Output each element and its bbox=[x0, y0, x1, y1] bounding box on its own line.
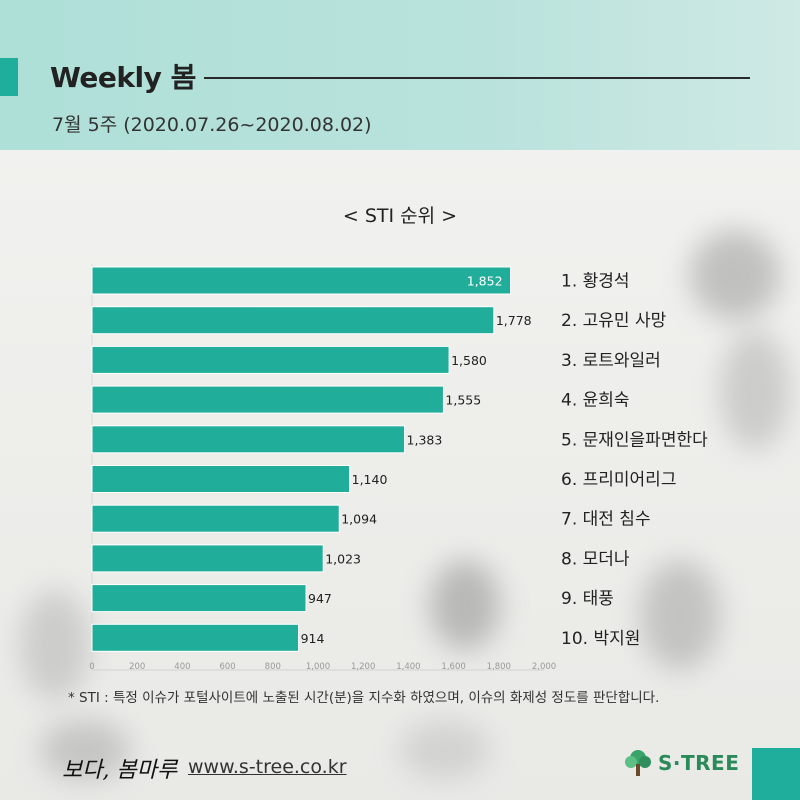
x-tick-label: 1,200 bbox=[351, 662, 375, 672]
x-tick-label: 2,000 bbox=[532, 662, 556, 672]
sti-bar-chart: 1,852 1. 황경석 1,778 2. 고유민 사망 1,580 3. 로트와일러 1,… bbox=[89, 264, 708, 672]
bar bbox=[91, 465, 351, 493]
category-label: 8. 모더나 bbox=[561, 549, 630, 569]
bar bbox=[91, 544, 324, 573]
category-label: 10. 박지원 bbox=[561, 629, 640, 649]
bar bbox=[91, 623, 300, 652]
category-label: 3. 로트와일러 bbox=[561, 351, 661, 371]
x-tick-label: 1,600 bbox=[441, 662, 465, 672]
accent-bar bbox=[0, 58, 18, 96]
bar bbox=[91, 306, 495, 335]
bar-value-label: 1,555 bbox=[445, 393, 481, 408]
logo-text: S·TREE bbox=[658, 751, 740, 775]
date-range: 7월 5주 (2020.07.26~2020.08.02) bbox=[52, 114, 372, 136]
footnote: * STI : 특정 이슈가 포털사이트에 노출된 시간(분)을 지수화 하였으… bbox=[68, 690, 660, 706]
bar-value-label: 1,778 bbox=[496, 313, 532, 328]
stree-logo: S·TREE bbox=[624, 748, 739, 778]
bar bbox=[91, 266, 512, 295]
category-label: 5. 문재인을파면한다 bbox=[561, 430, 708, 450]
chart-title: < STI 순위 > bbox=[342, 205, 458, 227]
x-tick-label: 0 bbox=[89, 662, 94, 672]
category-label: 9. 태풍 bbox=[561, 589, 614, 609]
header-band bbox=[0, 0, 800, 150]
bar-value-label: 1,852 bbox=[467, 274, 503, 289]
x-tick-label: 1,800 bbox=[487, 662, 511, 672]
website-link[interactable]: www.s-tree.co.kr bbox=[188, 756, 347, 778]
page-title: Weekly 봄 bbox=[50, 61, 196, 94]
x-tick-label: 1,400 bbox=[396, 662, 420, 672]
category-label: 1. 황경석 bbox=[561, 272, 630, 292]
x-tick-label: 400 bbox=[174, 662, 190, 672]
bar-value-label: 1,094 bbox=[341, 512, 377, 527]
bar bbox=[91, 345, 450, 374]
tree-icon bbox=[625, 750, 651, 776]
x-tick-label: 200 bbox=[129, 662, 145, 672]
category-label: 6. 프리미어리그 bbox=[561, 470, 676, 490]
x-tick-label: 1,000 bbox=[306, 662, 330, 672]
x-tick-label: 800 bbox=[265, 662, 281, 672]
bar-value-label: 1,580 bbox=[451, 353, 487, 368]
bar-value-label: 1,140 bbox=[352, 472, 388, 487]
bar bbox=[91, 425, 406, 454]
category-label: 4. 윤희숙 bbox=[561, 391, 630, 411]
x-tick-label: 600 bbox=[219, 662, 235, 672]
bar bbox=[91, 584, 307, 613]
category-label: 2. 고유민 사망 bbox=[561, 311, 667, 331]
title-divider bbox=[204, 77, 750, 79]
bar bbox=[91, 385, 444, 414]
bar bbox=[91, 504, 340, 533]
category-label: 7. 대전 침수 bbox=[561, 510, 651, 530]
bar-value-label: 1,023 bbox=[325, 551, 361, 566]
bar-value-label: 947 bbox=[308, 591, 332, 606]
brand-signature: 보다, 봄마루 bbox=[62, 758, 178, 783]
corner-accent bbox=[752, 748, 800, 800]
bar-value-label: 1,383 bbox=[407, 432, 443, 447]
bar-value-label: 914 bbox=[301, 631, 325, 646]
